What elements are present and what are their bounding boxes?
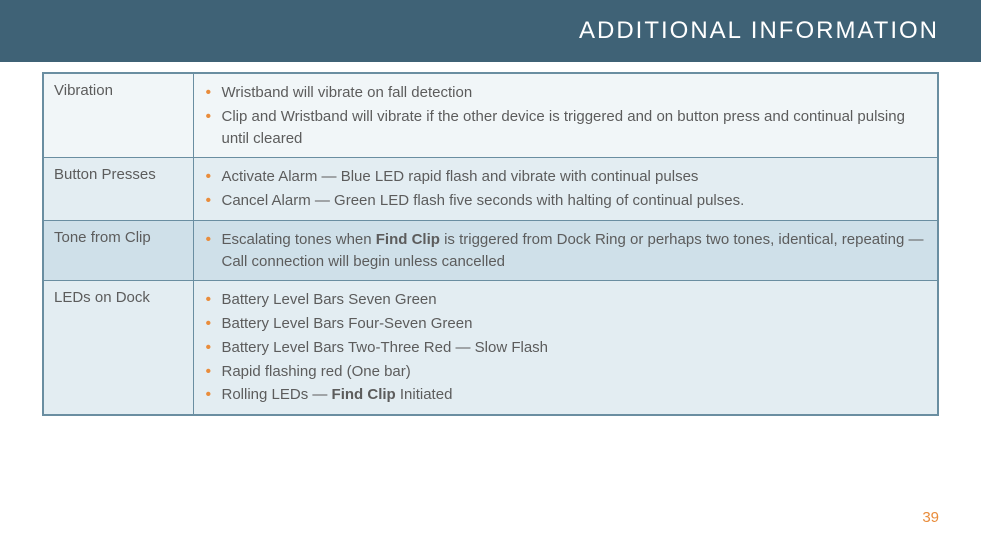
- bullet-item: Battery Level Bars Four-Seven Green: [206, 313, 928, 335]
- row-content: Activate Alarm — Blue LED rapid flash an…: [193, 158, 938, 221]
- bullet-item: Battery Level Bars Seven Green: [206, 289, 928, 311]
- text-segment: Rolling LEDs —: [222, 386, 332, 403]
- header-bar: ADDITIONAL INFORMATION: [0, 0, 981, 62]
- bold-text: Find Clip: [376, 231, 440, 248]
- table-container: VibrationWristband will vibrate on fall …: [0, 62, 981, 416]
- text-segment: Battery Level Bars Seven Green: [222, 291, 437, 308]
- text-segment: Clip and Wristband will vibrate if the o…: [222, 108, 905, 147]
- text-segment: Activate Alarm — Blue LED rapid flash an…: [222, 168, 699, 185]
- bullet-item: Rapid flashing red (One bar): [206, 361, 928, 383]
- row-label: Tone from Clip: [43, 220, 193, 281]
- bullet-list: Wristband will vibrate on fall detection…: [204, 82, 928, 149]
- bullet-item: Cancel Alarm — Green LED flash five seco…: [206, 190, 928, 212]
- bullet-item: Wristband will vibrate on fall detection: [206, 82, 928, 104]
- page-number: 39: [922, 509, 939, 526]
- row-label: Button Presses: [43, 158, 193, 221]
- row-label: LEDs on Dock: [43, 281, 193, 415]
- text-segment: Escalating tones when: [222, 231, 376, 248]
- header-title: ADDITIONAL INFORMATION: [579, 17, 939, 45]
- text-segment: Battery Level Bars Four-Seven Green: [222, 315, 473, 332]
- page: { "header": { "title": "ADDITIONAL INFOR…: [0, 0, 981, 544]
- bold-text: Find Clip: [332, 386, 396, 403]
- bullet-item: Rolling LEDs — Find Clip Initiated: [206, 384, 928, 406]
- bullet-list: Battery Level Bars Seven Green Battery Le…: [204, 289, 928, 406]
- bullet-item: Escalating tones when Find Clip is trigg…: [206, 229, 928, 273]
- row-label: Vibration: [43, 73, 193, 158]
- bullet-item: Clip and Wristband will vibrate if the o…: [206, 106, 928, 150]
- table-row: Button Presses Activate Alarm — Blue LED …: [43, 158, 938, 221]
- row-content: Wristband will vibrate on fall detection…: [193, 73, 938, 158]
- row-content: Escalating tones when Find Clip is trigg…: [193, 220, 938, 281]
- bullet-list: Activate Alarm — Blue LED rapid flash an…: [204, 166, 928, 212]
- text-segment: Cancel Alarm — Green LED flash five seco…: [222, 192, 745, 209]
- text-segment: Initiated: [396, 386, 453, 403]
- text-segment: Battery Level Bars Two-Three Red — Slow …: [222, 339, 549, 356]
- text-segment: Rapid flashing red (One bar): [222, 363, 411, 380]
- info-table: VibrationWristband will vibrate on fall …: [42, 72, 939, 416]
- bullet-list: Escalating tones when Find Clip is trigg…: [204, 229, 928, 273]
- row-content: Battery Level Bars Seven Green Battery Le…: [193, 281, 938, 415]
- table-row: VibrationWristband will vibrate on fall …: [43, 73, 938, 158]
- bullet-item: Battery Level Bars Two-Three Red — Slow …: [206, 337, 928, 359]
- bullet-item: Activate Alarm — Blue LED rapid flash an…: [206, 166, 928, 188]
- table-row: Tone from Clip Escalating tones when Find…: [43, 220, 938, 281]
- table-row: LEDs on DockBattery Level Bars Seven Gre…: [43, 281, 938, 415]
- text-segment: Wristband will vibrate on fall detection: [222, 84, 473, 101]
